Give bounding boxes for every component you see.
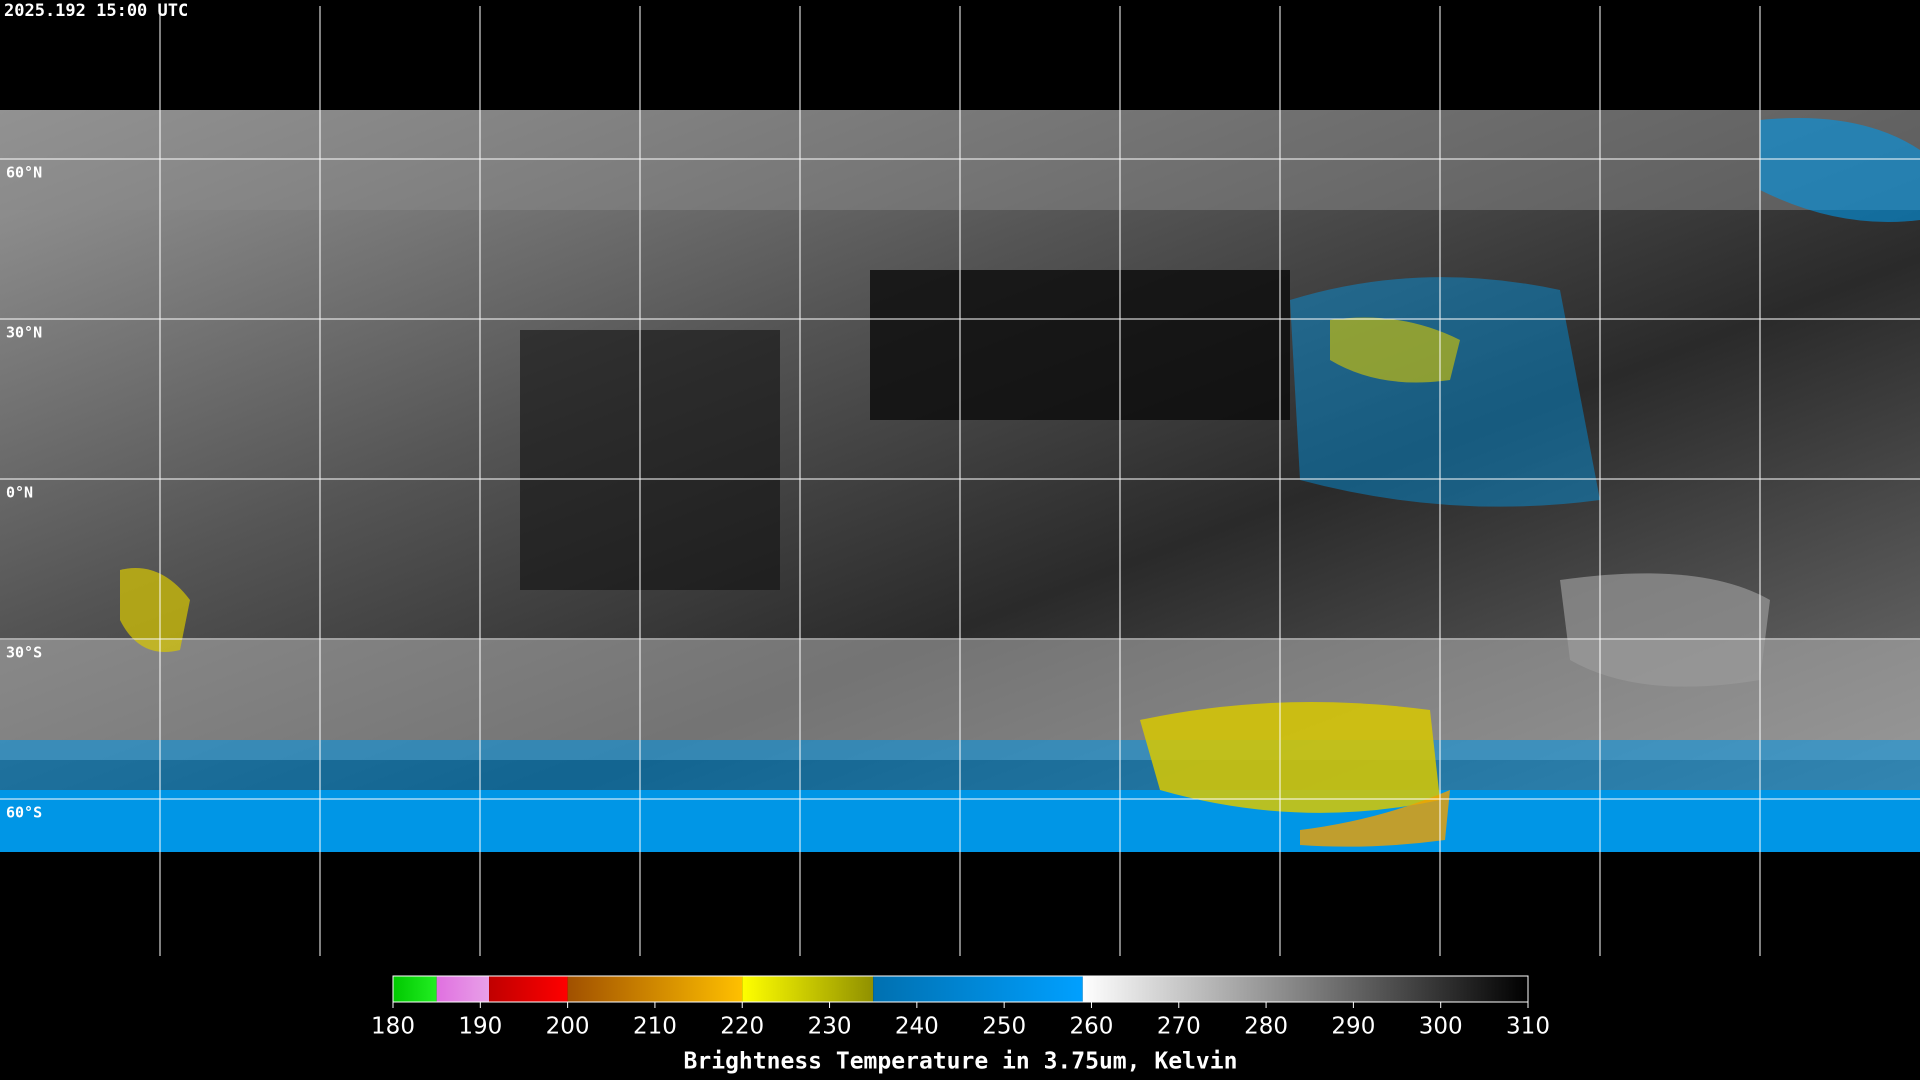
colorbar-tick-label: 270 xyxy=(1157,1014,1201,1040)
overlay: 60°N 30°N 0°N 30°S 60°S xyxy=(0,158,1920,822)
colorbar-segment xyxy=(393,976,437,1002)
colorbar-tick-label: 250 xyxy=(982,1014,1026,1040)
latitude-label: 60°S xyxy=(6,804,42,822)
colorbar: 180 190 200 210 220 230 240 250 260 270 280 290 300 3… xyxy=(371,975,1550,1075)
latitude-label: 60°N xyxy=(6,164,42,182)
colorbar-tick-label: 300 xyxy=(1419,1014,1463,1040)
colorbar-tick-label: 290 xyxy=(1331,1014,1375,1040)
colorbar-tick-label: 280 xyxy=(1244,1014,1288,1040)
colorbar-segment xyxy=(1082,976,1528,1002)
colorbar-tick-label: 240 xyxy=(895,1014,939,1040)
colorbar-frame xyxy=(392,975,1529,1003)
colorbar-tick-label: 200 xyxy=(546,1014,590,1040)
colorbar-tick-label: 210 xyxy=(633,1014,677,1040)
colorbar-tick-label: 260 xyxy=(1070,1014,1114,1040)
colorbar-tick-label: 190 xyxy=(458,1014,502,1040)
colorbar-tick-label: 220 xyxy=(720,1014,764,1040)
latitude-label: 30°N xyxy=(6,324,42,342)
colorbar-tick-label: 230 xyxy=(808,1014,852,1040)
colorbar-segment xyxy=(742,976,874,1002)
colorbar-title: Brightness Temperature in 3.75um, Kelvin xyxy=(684,1049,1238,1075)
colorbar-segment xyxy=(489,976,568,1002)
latitude-label: 30°S xyxy=(6,644,42,662)
latitude-label: 0°N xyxy=(6,484,33,502)
colorbar-segment xyxy=(567,976,743,1002)
colorbar-segment xyxy=(436,976,490,1002)
colorbar-segment xyxy=(873,976,1083,1002)
timestamp: 2025.192 15:00 UTC xyxy=(4,1,188,21)
colorbar-tick-label: 310 xyxy=(1506,1014,1550,1040)
longitude-grid xyxy=(159,6,1761,956)
colorbar-tick-label: 180 xyxy=(371,1014,415,1040)
